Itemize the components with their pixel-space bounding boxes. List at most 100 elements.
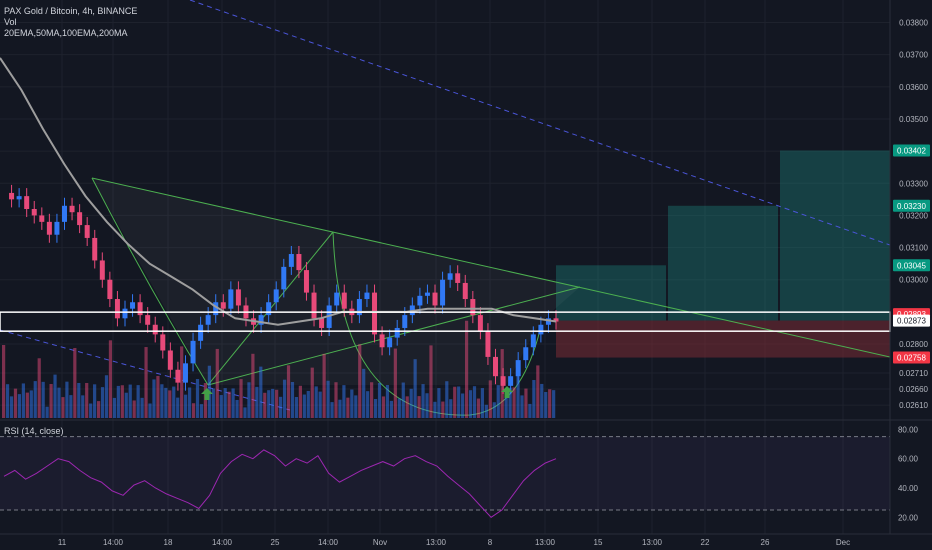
volume-bar bbox=[65, 381, 69, 418]
candle-body bbox=[296, 254, 302, 271]
price-tick-label: 0.03500 bbox=[899, 115, 928, 124]
volume-bar bbox=[45, 406, 49, 418]
time-tick-label: 26 bbox=[761, 538, 770, 547]
volume-bar bbox=[484, 404, 488, 418]
volume-bar bbox=[124, 392, 128, 418]
rsi-tick-label: 40.00 bbox=[898, 484, 919, 493]
volume-bar bbox=[417, 396, 421, 418]
volume-bar bbox=[354, 395, 358, 418]
price-tick-label: 0.02800 bbox=[899, 340, 928, 349]
time-tick-label: Nov bbox=[373, 538, 387, 547]
volume-bar bbox=[156, 375, 160, 418]
volume-bar bbox=[25, 392, 29, 418]
volume-bar bbox=[29, 390, 33, 418]
candle-body bbox=[273, 289, 279, 303]
candle-body bbox=[137, 302, 143, 316]
buy-arrow-icon bbox=[501, 386, 513, 398]
upper-dashed-trendline bbox=[189, 0, 891, 246]
volume-bar bbox=[251, 353, 255, 418]
candle-body bbox=[175, 369, 181, 383]
volume-bar bbox=[401, 382, 405, 418]
symbol-title[interactable]: PAX Gold / Bitcoin, 4h, BINANCE bbox=[4, 6, 138, 16]
candle-body bbox=[538, 324, 544, 335]
candle-body bbox=[130, 302, 136, 309]
candle-body bbox=[387, 337, 393, 348]
volume-bar bbox=[132, 400, 136, 418]
ma-indicator-label[interactable]: 20EMA,50MA,100EMA,200MA bbox=[4, 28, 128, 38]
volume-bar bbox=[17, 394, 22, 418]
signal-arrows bbox=[201, 386, 513, 400]
price-tick-label: 0.03100 bbox=[899, 244, 928, 253]
volume-bar bbox=[302, 394, 306, 418]
volume-bar bbox=[184, 394, 188, 418]
volume-bar bbox=[377, 382, 382, 418]
volume-bar bbox=[346, 397, 350, 418]
stop-zone bbox=[556, 320, 890, 358]
volume-bar bbox=[180, 346, 184, 418]
candle-body bbox=[99, 260, 105, 280]
volume-bar bbox=[263, 392, 267, 418]
volume-bar bbox=[21, 383, 25, 418]
wedge-lower-line bbox=[207, 286, 581, 386]
volume-bar bbox=[219, 395, 223, 418]
candle-body bbox=[182, 363, 188, 383]
time-axis[interactable]: 11 14:00 18 14:00 25 14:00 Nov 13:00 8 13:00 15 13:… bbox=[0, 533, 932, 547]
vol-indicator-label[interactable]: Vol bbox=[4, 17, 17, 27]
volume-bar bbox=[275, 389, 279, 418]
volume-bar bbox=[89, 403, 93, 418]
candle-body bbox=[69, 205, 75, 213]
volume-bar bbox=[140, 397, 144, 418]
volume-bar bbox=[342, 385, 346, 418]
candle-body bbox=[258, 315, 264, 325]
time-tick-label: 13:00 bbox=[642, 538, 663, 547]
candle-body bbox=[311, 292, 317, 319]
time-tick-label: 14:00 bbox=[318, 538, 339, 547]
volume-bar bbox=[81, 395, 85, 418]
buy-arrow-icon bbox=[201, 388, 213, 400]
volume-bar bbox=[282, 379, 287, 418]
price-tick-label: 0.02710 bbox=[899, 369, 928, 378]
price-label-text: 0.03230 bbox=[897, 202, 926, 211]
volume-bar bbox=[176, 397, 180, 418]
candle-body bbox=[515, 360, 521, 377]
volume-bar bbox=[13, 388, 18, 418]
volume-bar bbox=[504, 391, 508, 418]
target-zone-1 bbox=[556, 265, 666, 321]
volume-bar bbox=[100, 387, 105, 418]
volume-bar bbox=[512, 387, 516, 418]
candle-body bbox=[167, 350, 173, 370]
candle-body bbox=[92, 237, 98, 261]
volume-bar bbox=[461, 393, 465, 418]
volume-bar bbox=[279, 396, 283, 418]
volume-bar bbox=[136, 385, 140, 418]
volume-bar bbox=[366, 391, 370, 418]
volume-bar bbox=[334, 382, 338, 418]
volume-bar bbox=[326, 380, 330, 418]
volume-bar bbox=[96, 401, 101, 418]
dashed-trendlines bbox=[0, 0, 891, 411]
volume-bar bbox=[259, 366, 263, 418]
volume-bar bbox=[373, 399, 378, 418]
candle-body bbox=[145, 315, 151, 325]
volume-bar bbox=[425, 393, 429, 418]
volume-bar bbox=[358, 344, 362, 418]
volume-bar bbox=[453, 386, 457, 418]
volume-bar bbox=[397, 398, 401, 418]
volume-bar bbox=[330, 402, 334, 418]
candle-body bbox=[61, 205, 67, 222]
rsi-indicator-label[interactable]: RSI (14, close) bbox=[4, 426, 64, 436]
rsi-line bbox=[3, 449, 557, 518]
volume-bar bbox=[267, 390, 271, 418]
candle-body bbox=[485, 331, 491, 357]
candle-body bbox=[24, 196, 30, 209]
volume-bar bbox=[2, 345, 6, 418]
volume-bar bbox=[524, 388, 528, 418]
price-labels: 0.034020.032300.030450.028930.028730.027… bbox=[893, 144, 930, 364]
candle-body bbox=[334, 292, 340, 306]
volume-bar bbox=[338, 399, 342, 418]
target-stop-zones bbox=[556, 150, 890, 358]
price-label-text: 0.03045 bbox=[897, 261, 926, 270]
price-label-tag bbox=[893, 199, 930, 212]
candle-body bbox=[152, 324, 158, 335]
